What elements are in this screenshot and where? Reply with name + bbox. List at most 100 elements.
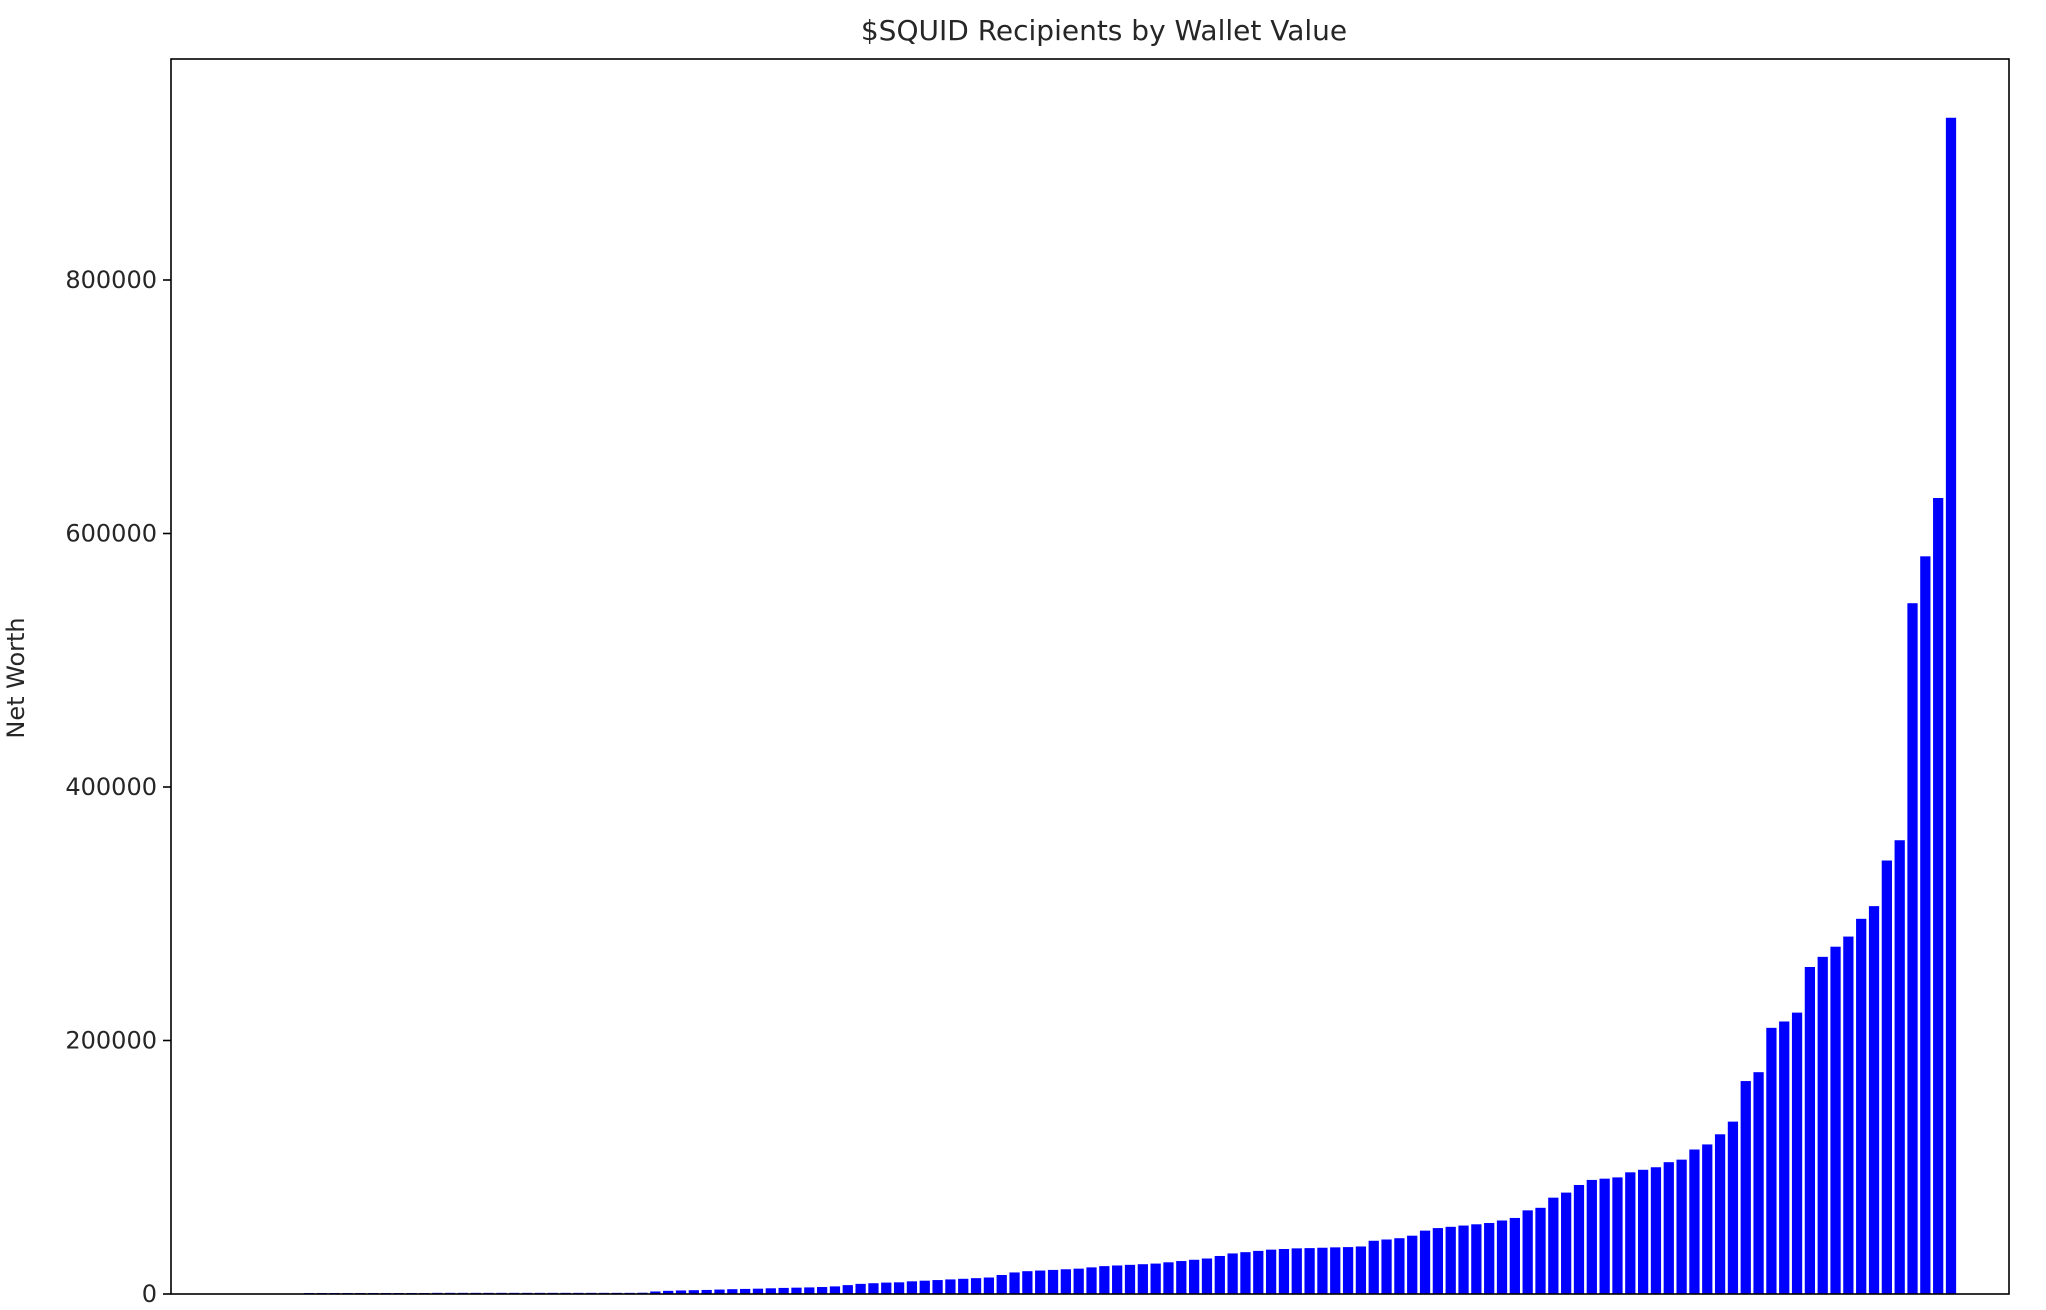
bar — [1112, 1265, 1123, 1294]
bar — [1368, 1240, 1379, 1294]
bar — [1548, 1197, 1559, 1294]
bar — [1791, 1012, 1803, 1294]
bar — [970, 1278, 982, 1294]
bar — [1201, 1258, 1213, 1294]
bar — [1599, 1178, 1610, 1294]
bar — [1535, 1207, 1546, 1294]
bar — [1432, 1228, 1443, 1294]
y-axis-label: Net Worth — [2, 617, 30, 738]
bar — [893, 1282, 905, 1294]
bar — [1342, 1247, 1354, 1294]
bar — [1150, 1263, 1161, 1294]
bar — [1843, 936, 1854, 1295]
y-tick-label: 800000 — [65, 266, 157, 294]
bar — [906, 1281, 918, 1294]
bar — [1291, 1248, 1302, 1294]
bar — [919, 1280, 930, 1294]
bar — [1022, 1271, 1033, 1294]
bar — [1471, 1224, 1482, 1294]
y-tick-label: 600000 — [65, 520, 157, 548]
plot-frame — [170, 58, 2010, 1295]
bar — [1163, 1262, 1174, 1294]
bar — [1265, 1249, 1277, 1294]
bar — [1073, 1268, 1084, 1294]
bar — [1137, 1264, 1148, 1294]
bar — [791, 1287, 802, 1294]
bar — [1509, 1217, 1520, 1294]
bar — [1586, 1179, 1597, 1294]
y-tick-label: 0 — [142, 1280, 157, 1308]
bar — [740, 1288, 751, 1294]
bar — [1189, 1259, 1200, 1294]
bar — [945, 1279, 956, 1294]
bar — [1099, 1266, 1110, 1294]
bar — [752, 1288, 764, 1294]
bar — [1227, 1253, 1238, 1294]
bar — [1625, 1172, 1636, 1294]
bar — [650, 1291, 661, 1294]
bar — [1355, 1246, 1367, 1294]
bar — [1214, 1255, 1225, 1294]
bar — [688, 1290, 699, 1294]
bar — [1484, 1223, 1495, 1294]
bar — [1766, 1027, 1777, 1295]
bar — [1804, 966, 1816, 1294]
bar — [1522, 1210, 1533, 1295]
bar — [1714, 1134, 1726, 1294]
bar — [1663, 1162, 1674, 1294]
bar — [1933, 498, 1944, 1294]
bar — [868, 1283, 879, 1294]
bar — [1702, 1144, 1713, 1294]
bar — [1086, 1267, 1097, 1294]
bar — [1817, 956, 1828, 1294]
bar — [1176, 1261, 1187, 1294]
bar — [1407, 1235, 1418, 1294]
bar — [1881, 860, 1892, 1294]
bar — [816, 1287, 828, 1294]
bar — [1689, 1149, 1700, 1295]
bar — [958, 1278, 969, 1294]
bar — [1060, 1269, 1071, 1294]
bar — [1445, 1226, 1456, 1294]
bar — [1381, 1239, 1392, 1294]
bar — [778, 1287, 789, 1294]
bar — [1856, 918, 1867, 1294]
bar — [1330, 1247, 1341, 1294]
bar — [1830, 946, 1841, 1294]
bar — [1304, 1248, 1315, 1294]
bar — [765, 1288, 776, 1294]
bar — [1907, 603, 1918, 1294]
bar — [1419, 1230, 1431, 1295]
bar — [675, 1290, 687, 1294]
bar — [714, 1289, 725, 1294]
bar — [1676, 1159, 1687, 1294]
bar — [701, 1289, 712, 1294]
bar — [1317, 1247, 1328, 1294]
bar — [1945, 117, 1957, 1294]
bar — [1240, 1252, 1251, 1294]
bar — [1637, 1169, 1649, 1295]
bar — [1394, 1238, 1405, 1294]
bar — [804, 1287, 815, 1294]
bar — [1650, 1167, 1662, 1294]
bar — [1612, 1177, 1623, 1294]
bar — [1035, 1270, 1046, 1294]
bar — [727, 1289, 738, 1294]
bar — [855, 1283, 866, 1294]
bar — [881, 1282, 892, 1294]
bar — [1278, 1249, 1290, 1294]
bar — [842, 1285, 853, 1294]
bar — [1573, 1184, 1585, 1294]
bar — [983, 1277, 995, 1294]
bar — [1009, 1272, 1020, 1294]
bar — [663, 1290, 674, 1294]
y-axis-ticks: 0 200000 400000 600000 800000 — [65, 266, 171, 1308]
chart-title: $SQUID Recipients by Wallet Value — [861, 14, 1347, 47]
bar — [1124, 1264, 1136, 1294]
bar — [1253, 1250, 1264, 1294]
bar — [1727, 1121, 1739, 1294]
bar — [1047, 1269, 1059, 1294]
bar — [1779, 1021, 1790, 1294]
y-tick-label: 200000 — [65, 1027, 157, 1055]
